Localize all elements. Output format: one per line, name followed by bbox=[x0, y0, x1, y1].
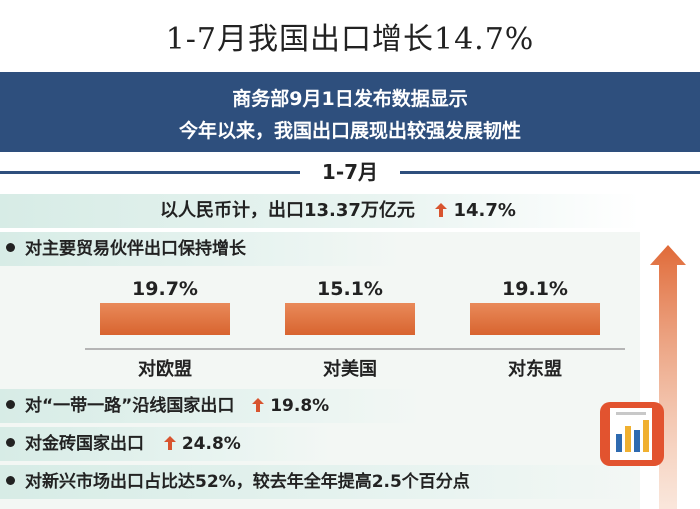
banner-line-2: 今年以来，我国出口展现出较强发展韧性 bbox=[178, 120, 521, 142]
page-title: 1-7月我国出口增长14.7% bbox=[165, 22, 535, 57]
bar-category-label: 对美国 bbox=[323, 359, 377, 380]
total-export: 以人民币计，出口13.37万亿元 14.7% bbox=[160, 194, 516, 228]
bullet-brics-text: 对金砖国家出口 bbox=[25, 434, 144, 454]
bullet-emerging: 对新兴市场出口占比达52%，较去年全年提高2.5个百分点 bbox=[6, 465, 470, 499]
bar bbox=[100, 303, 230, 335]
bar-value-label: 15.1% bbox=[317, 278, 383, 300]
up-arrow-icon bbox=[252, 396, 270, 416]
total-export-text: 以人民币计，出口13.37万亿元 bbox=[160, 200, 415, 221]
up-arrow-icon bbox=[435, 200, 453, 221]
bullet-icon bbox=[6, 242, 15, 252]
bullet-icon bbox=[6, 437, 15, 447]
bar-category-label: 对东盟 bbox=[508, 359, 562, 380]
bullet-icon bbox=[6, 399, 15, 409]
bar bbox=[285, 303, 415, 335]
bullet-belt-road-growth: 19.8% bbox=[270, 396, 330, 416]
bar-category-label: 对欧盟 bbox=[138, 359, 192, 380]
bar-value-label: 19.1% bbox=[502, 278, 568, 300]
bullet-band-3 bbox=[0, 465, 640, 499]
section-band bbox=[0, 232, 400, 266]
bullet-emerging-text: 对新兴市场出口占比达52%，较去年全年提高2.5个百分点 bbox=[25, 472, 470, 492]
big-up-arrow bbox=[650, 245, 686, 509]
content-background bbox=[0, 232, 640, 509]
bar-value-label: 19.7% bbox=[132, 278, 198, 300]
bullet-belt-road: 对“一带一路”沿线国家出口 19.8% bbox=[6, 389, 329, 423]
bullet-brics-growth: 24.8% bbox=[181, 434, 241, 454]
header-banner: 商务部9月1日发布数据显示 今年以来，我国出口展现出较强发展韧性 bbox=[0, 72, 700, 152]
period-row: 1-7月 bbox=[0, 152, 700, 192]
bullet-icon bbox=[6, 475, 15, 485]
up-arrow-icon bbox=[163, 434, 182, 454]
bullet-brics: 对金砖国家出口 24.8% bbox=[6, 427, 241, 461]
bar bbox=[470, 303, 600, 335]
bullet-band-2 bbox=[0, 427, 330, 461]
chart-baseline bbox=[85, 348, 625, 350]
section-heading: 对主要贸易伙伴出口保持增长 bbox=[6, 232, 246, 266]
report-chart-icon bbox=[600, 402, 664, 466]
total-growth: 14.7% bbox=[453, 200, 516, 221]
bullet-belt-road-text: 对“一带一路”沿线国家出口 bbox=[25, 396, 235, 416]
banner-line-1: 商务部9月1日发布数据显示 bbox=[232, 88, 468, 110]
section-heading-text: 对主要贸易伙伴出口保持增长 bbox=[25, 239, 246, 259]
period-label: 1-7月 bbox=[300, 156, 400, 188]
total-band bbox=[0, 194, 640, 228]
bullet-band-1 bbox=[0, 389, 420, 423]
